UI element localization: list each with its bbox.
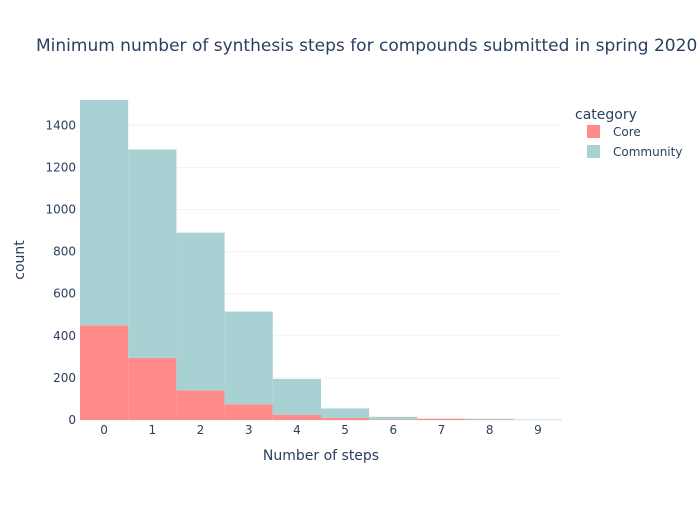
y-tick-label-800: 800: [53, 245, 76, 259]
y-tick-label-1000: 1000: [45, 202, 76, 216]
bar-core-1: [128, 358, 176, 420]
x-tick-label-4: 4: [293, 423, 301, 437]
bar-core-6: [369, 419, 417, 420]
x-tick-label-3: 3: [245, 423, 253, 437]
bar-community-6: [369, 417, 417, 420]
y-tick-label-1200: 1200: [45, 160, 76, 174]
y-tick-label-200: 200: [53, 371, 76, 385]
bar-community-0: [80, 100, 128, 325]
x-tick-label-2: 2: [197, 423, 205, 437]
legend-title: category: [575, 107, 637, 123]
legend-swatch-core: [587, 125, 600, 138]
y-tick-label-0: 0: [68, 413, 76, 427]
x-tick-label-9: 9: [534, 423, 542, 437]
x-tick-label-7: 7: [438, 423, 446, 437]
bar-community-5: [321, 408, 369, 417]
bar-core-5: [321, 418, 369, 420]
y-axis-title: count: [12, 240, 28, 280]
bar-core-0: [80, 325, 128, 420]
bar-core-4: [273, 415, 321, 420]
y-tick-label-600: 600: [53, 287, 76, 301]
x-axis-title: Number of steps: [263, 448, 379, 464]
bar-community-3: [225, 312, 273, 405]
bar-core-2: [176, 391, 224, 420]
legend-label-community: Community: [613, 145, 682, 159]
y-tick-label-1400: 1400: [45, 118, 76, 132]
bar-community-8: [466, 419, 514, 420]
x-tick-label-1: 1: [148, 423, 156, 437]
bar-community-1: [128, 149, 176, 357]
legend-label-core: Core: [613, 125, 641, 139]
bar-core-3: [225, 404, 273, 420]
x-tick-label-0: 0: [100, 423, 108, 437]
bar-community-4: [273, 379, 321, 415]
bar-core-7: [417, 419, 465, 420]
x-tick-label-5: 5: [341, 423, 349, 437]
x-tick-label-6: 6: [389, 423, 397, 437]
legend-swatch-community: [587, 145, 600, 158]
chart-title: Minimum number of synthesis steps for co…: [36, 36, 697, 56]
x-tick-label-8: 8: [486, 423, 494, 437]
bar-community-2: [176, 233, 224, 391]
y-tick-label-400: 400: [53, 329, 76, 343]
